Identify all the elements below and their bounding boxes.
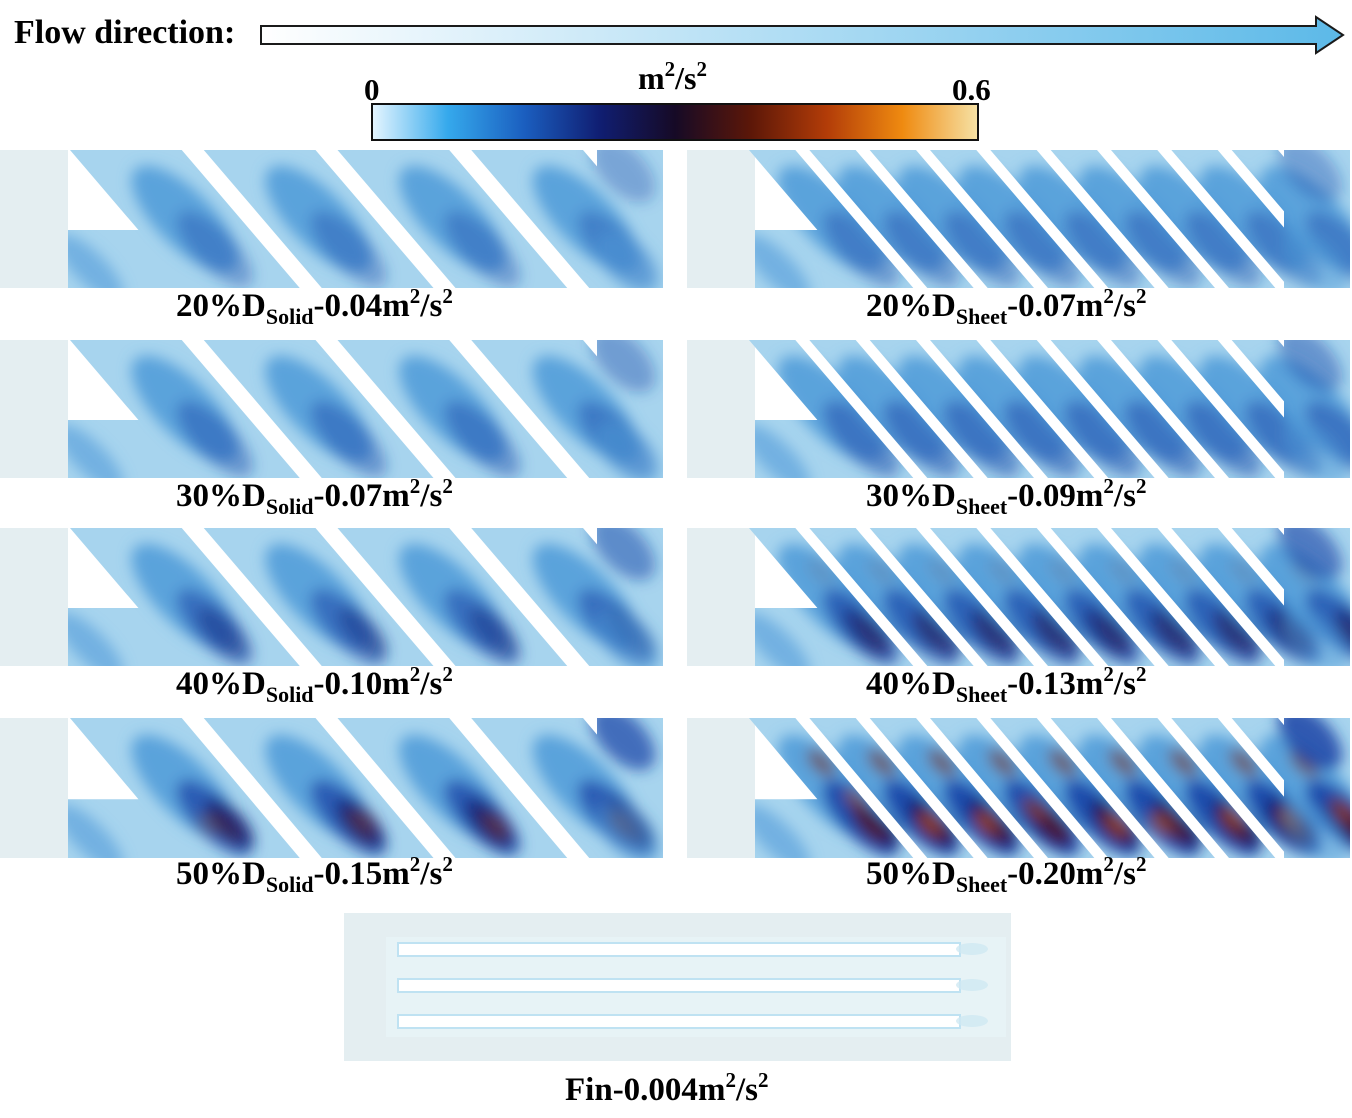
contour-panel-30-sheet	[687, 340, 1350, 478]
contour-panel-50-sheet	[687, 718, 1350, 858]
colorbar-max-label: 0.6	[952, 72, 991, 107]
contour-panel-20-solid	[0, 150, 663, 288]
colorbar-min-label: 0	[364, 72, 380, 107]
contour-panel-50-solid	[0, 718, 663, 858]
flow-direction-arrow	[260, 15, 1345, 55]
flow-direction-label: Flow direction:	[14, 16, 235, 50]
contour-panel-20-sheet	[687, 150, 1350, 288]
colorbar-unit-label: m2/s2	[638, 57, 707, 96]
colorbar	[371, 103, 979, 141]
contour-panel-40-solid	[0, 528, 663, 666]
fin-caption: Fin-0.004m2/s2	[565, 1068, 769, 1108]
panel-caption: 30%DSolid-0.07m2/s2	[176, 474, 453, 519]
panel-caption: 30%DSheet-0.09m2/s2	[866, 474, 1147, 519]
panel-caption: 40%DSolid-0.10m2/s2	[176, 662, 453, 707]
panel-caption: 50%DSheet-0.20m2/s2	[866, 852, 1147, 897]
contour-panel-40-sheet	[687, 528, 1350, 666]
flow-direction-text: Flow direction	[14, 14, 224, 51]
panel-caption: 20%DSheet-0.07m2/s2	[866, 284, 1147, 329]
fin-contour	[344, 913, 1011, 1061]
panel-caption: 50%DSolid-0.15m2/s2	[176, 852, 453, 897]
panel-caption: 40%DSheet-0.13m2/s2	[866, 662, 1147, 707]
panel-caption: 20%DSolid-0.04m2/s2	[176, 284, 453, 329]
flow-direction-colon: :	[223, 14, 236, 51]
contour-panel-30-solid	[0, 340, 663, 478]
